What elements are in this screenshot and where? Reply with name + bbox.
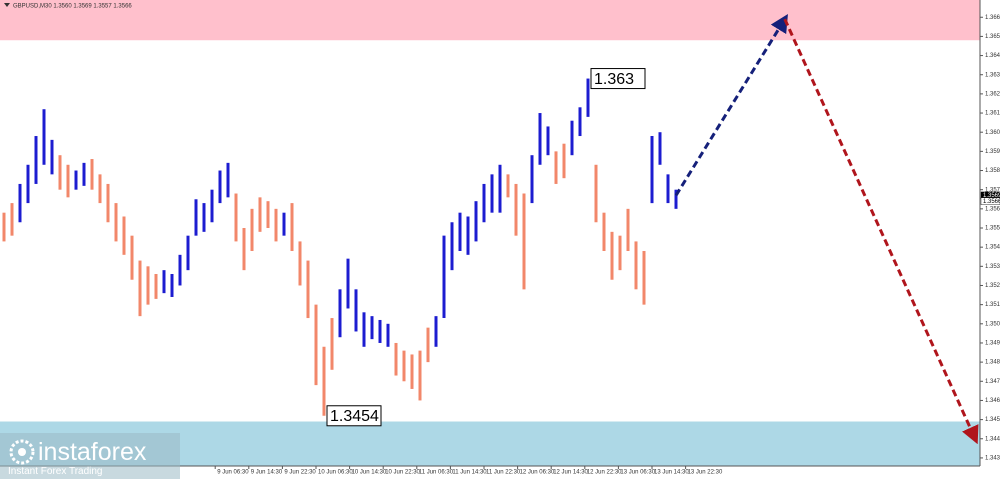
y-tick-label: 1.3612 bbox=[985, 111, 1000, 117]
y-tick-label: 1.3522 bbox=[985, 283, 1000, 289]
logo bbox=[9, 439, 35, 465]
menu-icon bbox=[4, 3, 10, 7]
y-tick-label: 1.3562 bbox=[985, 206, 1000, 212]
x-tick-label: 9 Jun 14:30 bbox=[251, 470, 283, 476]
watermark: instaforex Instant Forex Trading bbox=[0, 433, 180, 479]
y-tick-label: 1.3592 bbox=[985, 149, 1000, 155]
y-tick-label: 1.3452 bbox=[985, 417, 1000, 423]
y-tick-label: 1.3442 bbox=[985, 436, 1000, 442]
brand: instaforex bbox=[38, 438, 147, 466]
x-tick-label: 12 Jun 06:30 bbox=[520, 470, 555, 476]
price-label-box bbox=[980, 197, 1000, 205]
y-tick-label: 1.3632 bbox=[985, 72, 1000, 78]
annotation-box bbox=[590, 68, 646, 90]
y-tick-label: 1.3542 bbox=[985, 245, 1000, 251]
x-tick-label: 9 Jun 06:30 bbox=[217, 470, 249, 476]
x-tick-label: 10 Jun 22:30 bbox=[385, 470, 420, 476]
tagline: Instant Forex Trading bbox=[8, 466, 103, 477]
logo bbox=[18, 448, 26, 456]
x-tick-label: 11 Jun 14:30 bbox=[452, 470, 487, 476]
x-tick-label: 13 Jun 06:30 bbox=[620, 470, 655, 476]
y-tick-label: 1.3572 bbox=[985, 187, 1000, 193]
x-tick-label: 12 Jun 14:30 bbox=[553, 470, 588, 476]
y-tick-label: 1.3492 bbox=[985, 341, 1000, 347]
target-zone bbox=[0, 0, 980, 41]
x-tick-label: 13 Jun 14:30 bbox=[654, 470, 689, 476]
x-tick-label: 9 Jun 22:30 bbox=[284, 470, 316, 476]
y-tick-label: 1.3502 bbox=[985, 321, 1000, 327]
y-tick-label: 1.3582 bbox=[985, 168, 1000, 174]
y-tick-label: 1.3472 bbox=[985, 379, 1000, 385]
y-tick-label: 1.3482 bbox=[985, 360, 1000, 366]
y-tick-label: 1.3652 bbox=[985, 34, 1000, 40]
header: GBPUSD,M30 1.3560 1.3569 1.3557 1.3566 bbox=[13, 4, 132, 10]
y-tick-label: 1.3602 bbox=[985, 130, 1000, 136]
y-tick-label: 1.3532 bbox=[985, 264, 1000, 270]
watermark-bg bbox=[0, 433, 180, 479]
y-tick-label: 1.3462 bbox=[985, 398, 1000, 404]
x-tick-label: 12 Jun 22:30 bbox=[587, 470, 622, 476]
price-label: 1.3569 bbox=[983, 193, 1000, 199]
annotation: 1.363 bbox=[594, 71, 634, 88]
y-tick-label: 1.3552 bbox=[985, 226, 1000, 232]
price-label: 1.3566 bbox=[983, 199, 1000, 205]
x-tick-label: 11 Jun 22:30 bbox=[486, 470, 521, 476]
forecast-arrow bbox=[674, 14, 788, 197]
y-tick-label: 1.3642 bbox=[985, 53, 1000, 59]
y-tick-label: 1.3622 bbox=[985, 91, 1000, 97]
annotation: 1.3454 bbox=[330, 408, 379, 425]
x-tick-label: 10 Jun 14:30 bbox=[352, 470, 387, 476]
y-tick-label: 1.3662 bbox=[985, 15, 1000, 21]
y-tick-label: 1.3512 bbox=[985, 302, 1000, 308]
y-tick-label: 1.3432 bbox=[985, 456, 1000, 462]
x-tick-label: 10 Jun 06:30 bbox=[318, 470, 353, 476]
annotation-box bbox=[326, 405, 382, 427]
x-tick-label: 11 Jun 06:30 bbox=[419, 470, 454, 476]
x-tick-label: 13 Jun 22:30 bbox=[688, 470, 723, 476]
